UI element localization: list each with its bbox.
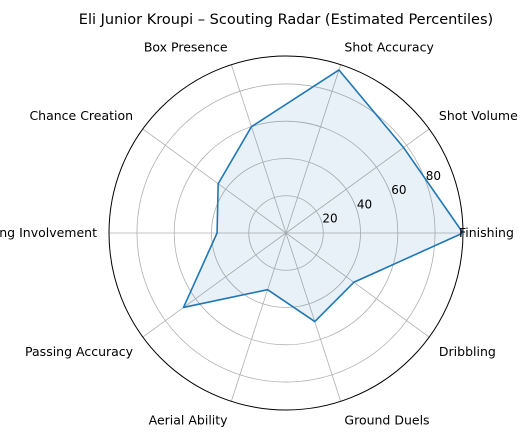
grid-layer: [108, 55, 464, 411]
category-label-5: Passing Involvement: [0, 225, 97, 240]
spoke-9: [285, 232, 430, 338]
category-label-2: Shot Accuracy: [344, 39, 434, 54]
series-area-0: [183, 69, 463, 322]
r-tick-label: 80: [426, 169, 441, 183]
series-line-0: [182, 69, 464, 323]
label-layer: Finishing Shot Volume Shot Accuracy Box Pre…: [0, 39, 518, 427]
tick-layer: 20 40 60 80: [322, 169, 441, 226]
r-tick-label: 20: [322, 212, 337, 226]
category-label-4: Chance Creation: [29, 108, 133, 123]
category-label-9: Dribbling: [439, 344, 496, 359]
category-label-0: Finishing: [459, 225, 514, 240]
spoke-8: [285, 232, 342, 402]
category-label-7: Aerial Ability: [149, 413, 229, 428]
spoke-7: [230, 232, 287, 402]
r-tick-label: 60: [391, 183, 406, 197]
category-label-1: Shot Volume: [439, 108, 518, 123]
spoke-4: [142, 128, 287, 234]
spoke-6: [142, 232, 287, 338]
category-label-3: Box Presence: [144, 39, 228, 54]
category-label-8: Ground Duels: [344, 413, 429, 428]
spoke-2: [285, 64, 342, 234]
spoke-3: [230, 64, 287, 234]
r-tick-label: 40: [357, 197, 372, 211]
spoke-1: [285, 128, 430, 234]
category-label-6: Passing Accuracy: [25, 344, 134, 359]
chart-title: Eli Junior Kroupi – Scouting Radar (Esti…: [79, 12, 493, 28]
series-layer: [182, 69, 464, 323]
